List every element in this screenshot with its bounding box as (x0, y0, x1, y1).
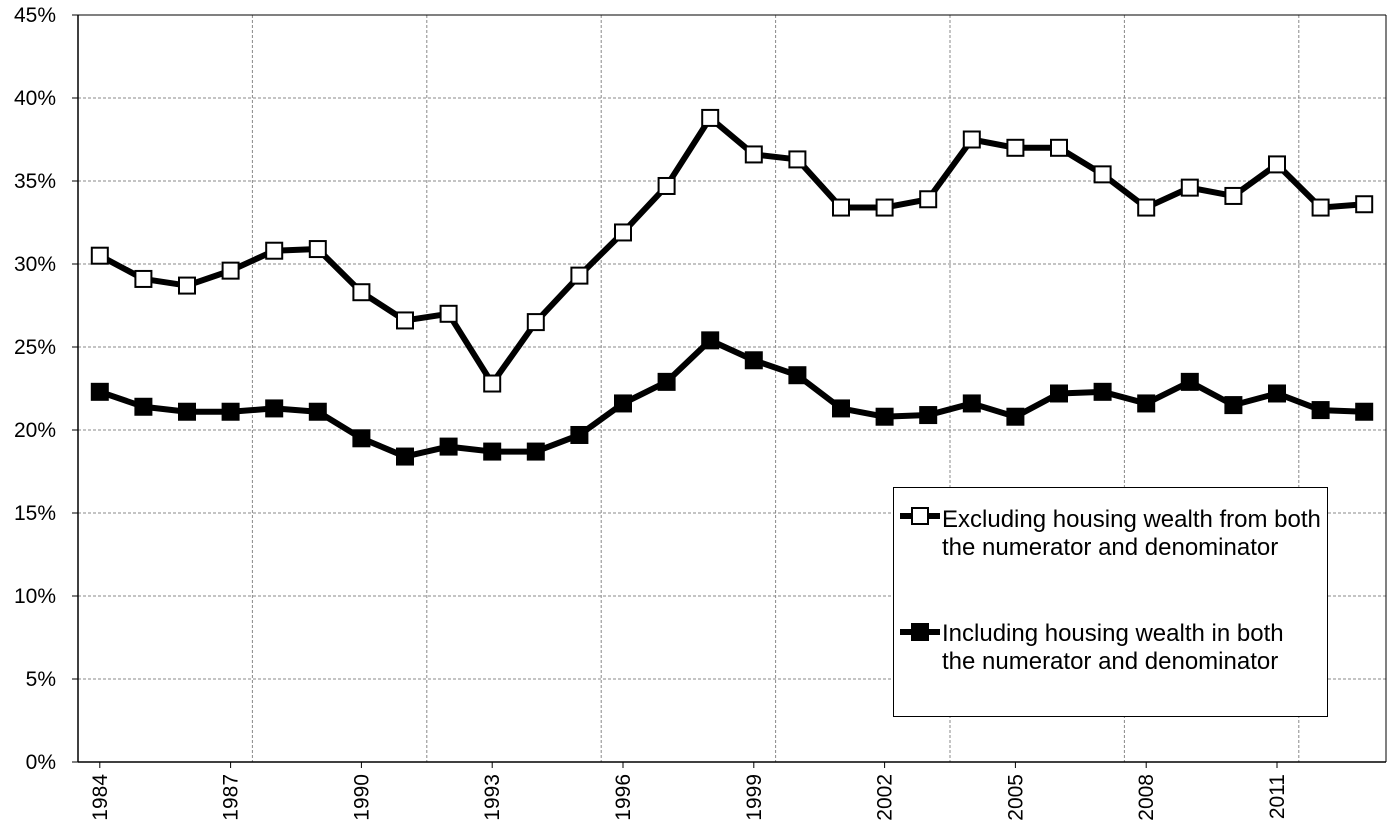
data-point (570, 266, 589, 285)
data-point (134, 397, 153, 416)
data-point (221, 261, 240, 280)
data-point (788, 150, 807, 169)
data-point (1311, 401, 1330, 420)
data-point (483, 442, 502, 461)
data-point (1311, 198, 1330, 217)
data-point (90, 246, 109, 265)
y-tick-label: 15% (14, 502, 56, 525)
data-point (744, 351, 763, 370)
y-tick-label: 30% (14, 253, 56, 276)
data-point (90, 382, 109, 401)
data-point (396, 447, 414, 466)
data-point (265, 399, 284, 418)
legend-label: Excluding housing wealth from both the n… (942, 506, 1321, 561)
data-point (701, 108, 720, 127)
x-tick-label: 1996 (612, 774, 635, 821)
data-point (614, 223, 632, 242)
data-point (832, 198, 850, 217)
data-point (1180, 178, 1199, 197)
data-point (483, 374, 502, 393)
data-point (1050, 384, 1068, 403)
data-point (875, 198, 894, 217)
y-tick-label: 10% (14, 585, 56, 608)
data-point (701, 331, 720, 350)
series-line (98, 337, 1365, 460)
data-point (832, 399, 850, 418)
data-point (1137, 394, 1156, 413)
data-point (439, 304, 458, 323)
data-point (396, 311, 414, 330)
data-point (1093, 382, 1112, 401)
data-point (788, 366, 807, 385)
data-point (962, 394, 981, 413)
x-tick-label: 1987 (220, 774, 243, 821)
data-point (308, 402, 327, 421)
x-tick-label: 2005 (1004, 774, 1027, 821)
data-point (919, 190, 938, 209)
x-tick-label: 1993 (481, 774, 504, 821)
x-tick-label: 2011 (1266, 774, 1289, 819)
y-tick-label: 25% (14, 336, 56, 359)
data-point (178, 276, 196, 295)
data-point (570, 425, 589, 444)
x-tick-label: 1984 (89, 774, 112, 821)
legend-label: Including housing wealth in both the num… (942, 620, 1284, 675)
data-point (1268, 155, 1286, 174)
data-point (875, 407, 894, 426)
data-point (352, 429, 371, 448)
data-point (134, 269, 153, 288)
data-point (1355, 402, 1374, 421)
x-tick-label: 2002 (874, 774, 897, 821)
data-point (1006, 407, 1025, 426)
x-tick-label: 1999 (743, 774, 766, 821)
legend: Excluding housing wealth from both the n… (893, 487, 1328, 717)
data-point (1224, 396, 1243, 415)
series-line (98, 114, 1365, 387)
legend-marker (911, 507, 929, 525)
data-point (1224, 186, 1243, 205)
legend-marker (911, 623, 929, 641)
data-point (439, 437, 458, 456)
data-point (1050, 138, 1068, 157)
data-point (308, 240, 327, 259)
data-point (352, 283, 371, 302)
y-tick-label: 45% (14, 4, 56, 27)
data-point (657, 176, 676, 195)
data-point (1137, 198, 1156, 217)
data-point (265, 241, 284, 260)
y-tick-label: 0% (26, 751, 56, 774)
data-point (221, 402, 240, 421)
y-tick-label: 20% (14, 419, 56, 442)
data-point (1180, 372, 1199, 391)
data-point (1093, 165, 1112, 184)
data-point (1006, 138, 1025, 157)
y-tick-label: 5% (26, 668, 56, 691)
y-tick-label: 35% (14, 170, 56, 193)
data-point (526, 442, 545, 461)
x-tick-label: 2008 (1135, 774, 1158, 821)
legend-swatches (900, 507, 940, 641)
data-point (178, 402, 196, 421)
data-point (744, 145, 763, 164)
data-point (526, 313, 545, 332)
data-point (919, 406, 938, 425)
data-point (1355, 195, 1374, 214)
y-tick-label: 40% (14, 87, 56, 110)
x-tick-label: 1990 (350, 774, 373, 821)
data-point (614, 394, 632, 413)
data-point (962, 130, 981, 149)
data-point (1268, 384, 1286, 403)
data-point (657, 372, 676, 391)
